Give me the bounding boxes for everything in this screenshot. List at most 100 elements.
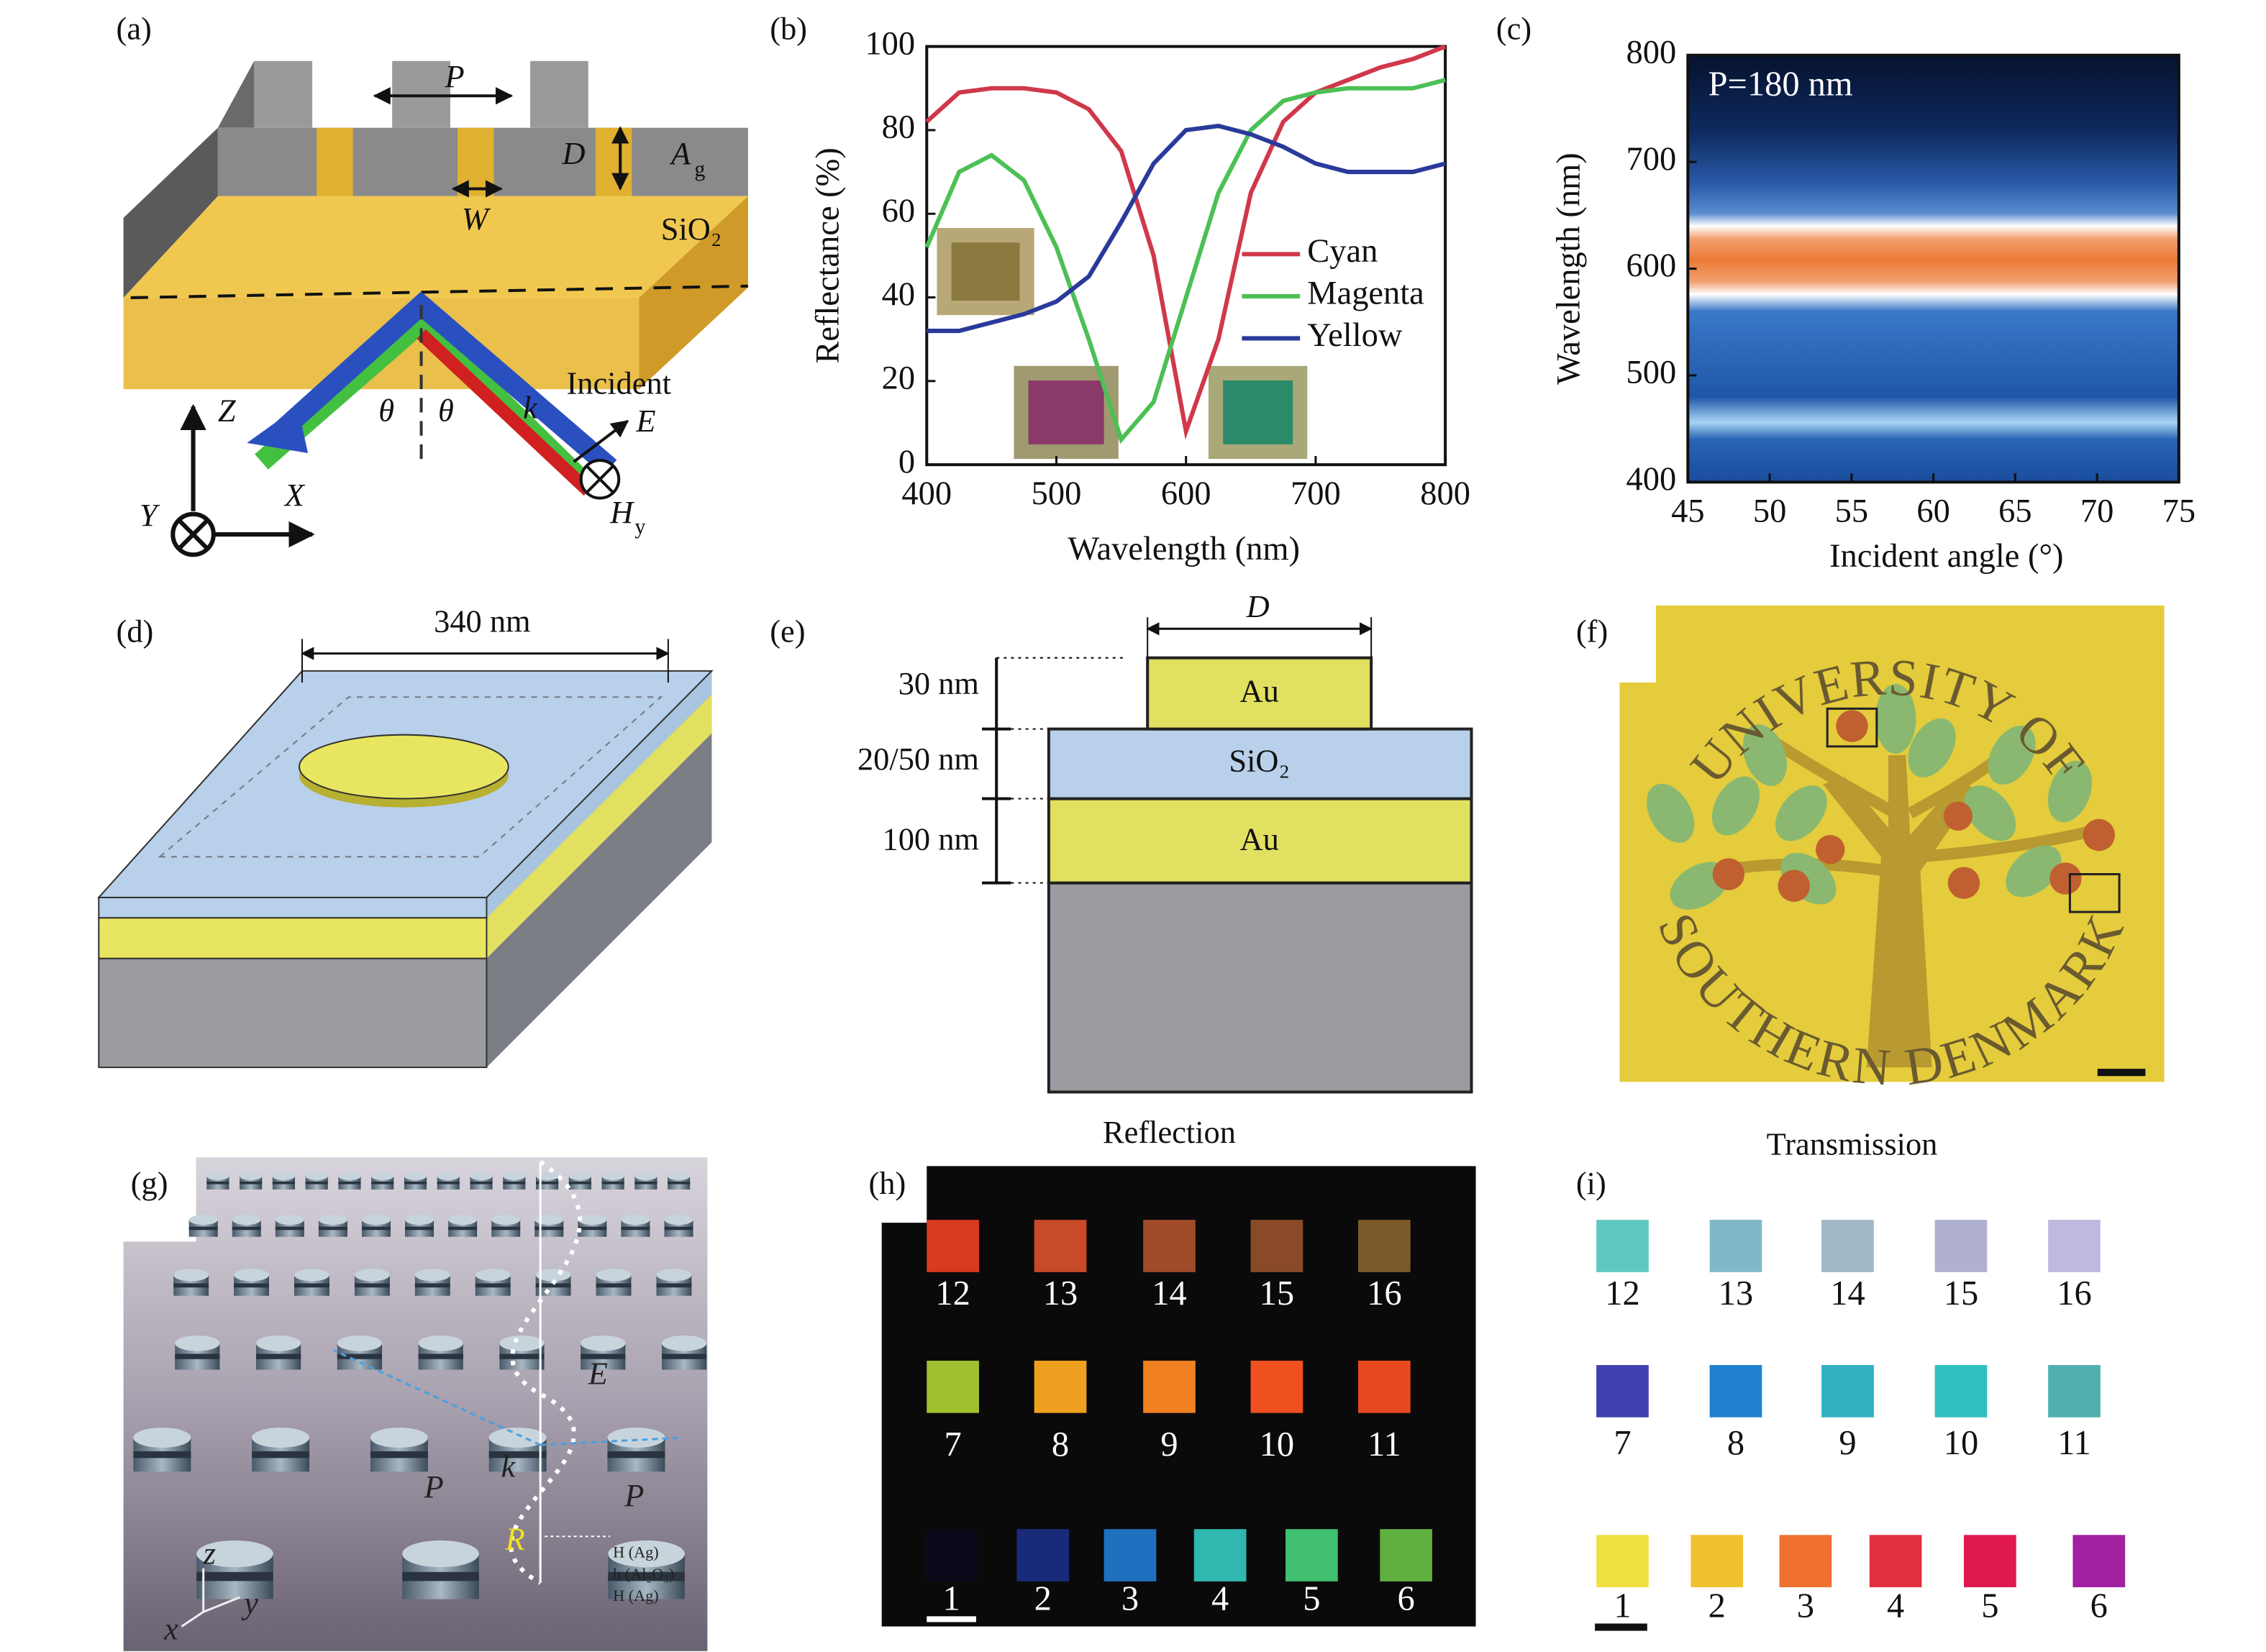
label: D bbox=[1246, 588, 1270, 624]
pillar-band bbox=[173, 1283, 209, 1288]
pillar-top bbox=[437, 1172, 460, 1180]
inset-box bbox=[2068, 873, 2121, 913]
pillar-top bbox=[370, 1427, 428, 1448]
label: SiO₂ bbox=[1229, 742, 1290, 778]
pillar-band bbox=[535, 1283, 571, 1288]
pillar-top bbox=[448, 1215, 478, 1226]
leaf bbox=[2006, 845, 2062, 898]
pillar-top bbox=[596, 1269, 632, 1282]
apple bbox=[2083, 818, 2115, 852]
swatch-label: 12 bbox=[935, 1274, 970, 1313]
swatch-label: 1 bbox=[1614, 1587, 1631, 1625]
label: 30 nm bbox=[898, 665, 979, 701]
pillar-band bbox=[133, 1451, 191, 1459]
pillar-top bbox=[318, 1215, 347, 1226]
color-swatch bbox=[2072, 1535, 2126, 1587]
pillar-band bbox=[488, 1451, 547, 1459]
swatch-label: 13 bbox=[1719, 1274, 1753, 1313]
pillar-band bbox=[272, 1181, 295, 1185]
pillar-band bbox=[668, 1181, 691, 1185]
data-line bbox=[927, 124, 1446, 334]
pillar-band bbox=[536, 1181, 559, 1185]
x-tick-label: 60 bbox=[1916, 493, 1949, 529]
leaf bbox=[2047, 760, 2093, 823]
pillar-band bbox=[437, 1181, 460, 1185]
y-tick-label: 20 bbox=[882, 360, 915, 396]
panel-label: (f) bbox=[1576, 613, 1608, 649]
panel-label: (i) bbox=[1576, 1165, 1606, 1201]
pillar-top bbox=[294, 1269, 329, 1282]
panel-g: E k P P R H (Ag) h (Al₂O₃) H (Ag) z x y bbox=[123, 1157, 708, 1651]
color-swatch bbox=[1596, 1220, 1649, 1272]
pillar-band bbox=[305, 1181, 328, 1185]
swatch-label: 6 bbox=[2090, 1587, 2108, 1625]
y-tick-label: 80 bbox=[882, 109, 915, 146]
swatch-label: 5 bbox=[1303, 1579, 1320, 1617]
color-swatch bbox=[1357, 1220, 1411, 1272]
label: H bbox=[609, 494, 635, 530]
slab-side bbox=[639, 196, 748, 390]
swatch-label: 11 bbox=[1368, 1425, 1401, 1464]
x-tick-label: 600 bbox=[1161, 475, 1211, 512]
apple bbox=[1712, 858, 1745, 890]
substrate bbox=[98, 957, 488, 1069]
ridge bbox=[254, 60, 313, 128]
pillar-top bbox=[634, 1172, 657, 1180]
x-tick-label: 55 bbox=[1835, 493, 1868, 529]
unit-cell bbox=[158, 696, 663, 858]
pillar-top bbox=[581, 1335, 626, 1351]
beam bbox=[417, 329, 593, 496]
color-swatch bbox=[1193, 1529, 1247, 1582]
pillar-top bbox=[475, 1269, 511, 1282]
axis-symbol bbox=[177, 518, 209, 551]
sample-image bbox=[1223, 380, 1293, 444]
x-axis-label: Incident angle (°) bbox=[1829, 538, 2063, 575]
pillar-top bbox=[664, 1215, 693, 1226]
y-axis-label: Wavelength (nm) bbox=[1550, 152, 1587, 385]
pillar-band bbox=[402, 1571, 479, 1582]
swatch-label: 1 bbox=[942, 1579, 960, 1617]
swatch-label: 16 bbox=[2057, 1274, 2091, 1313]
h-symbol bbox=[586, 465, 614, 493]
swatch-label: 7 bbox=[944, 1425, 961, 1464]
inset-box bbox=[1826, 707, 1878, 748]
pillar-band bbox=[275, 1226, 304, 1231]
swatch-label: 3 bbox=[1121, 1579, 1139, 1617]
pillar-top bbox=[234, 1269, 269, 1282]
pillar-top bbox=[232, 1215, 261, 1226]
pillar-top bbox=[275, 1215, 304, 1226]
label: A bbox=[669, 135, 691, 171]
pillar-band bbox=[252, 1451, 310, 1459]
x-tick-label: 700 bbox=[1291, 475, 1341, 512]
pillar-band bbox=[470, 1181, 493, 1185]
label: D bbox=[562, 135, 586, 171]
pillar-top bbox=[656, 1269, 692, 1282]
pillar-band bbox=[448, 1226, 478, 1231]
color-swatch bbox=[1016, 1529, 1070, 1582]
apple bbox=[2049, 862, 2082, 895]
pillar-band bbox=[370, 1451, 428, 1459]
y-axis-label: Reflectance (%) bbox=[810, 147, 847, 363]
label: Au bbox=[1240, 672, 1279, 708]
side-face bbox=[486, 670, 712, 918]
color-swatch bbox=[1034, 1220, 1087, 1272]
leaf bbox=[1988, 725, 2036, 785]
color-swatch bbox=[1821, 1220, 1874, 1272]
ridge bbox=[530, 60, 588, 128]
label: x bbox=[163, 1611, 178, 1647]
pillar-band bbox=[621, 1226, 650, 1231]
pillar-top bbox=[338, 1172, 361, 1180]
beam-head bbox=[247, 406, 309, 453]
pillar-band bbox=[491, 1226, 521, 1231]
leaf bbox=[1964, 785, 2016, 841]
label: H (Ag) bbox=[613, 1587, 659, 1605]
color-swatch bbox=[1821, 1365, 1874, 1418]
pillar-top bbox=[534, 1215, 564, 1226]
pillar-top bbox=[252, 1427, 310, 1448]
panel-label: (c) bbox=[1496, 11, 1532, 47]
pillar-band bbox=[656, 1283, 692, 1288]
pillar-band bbox=[196, 1571, 273, 1582]
label: y bbox=[634, 514, 646, 539]
label: z bbox=[203, 1535, 216, 1571]
